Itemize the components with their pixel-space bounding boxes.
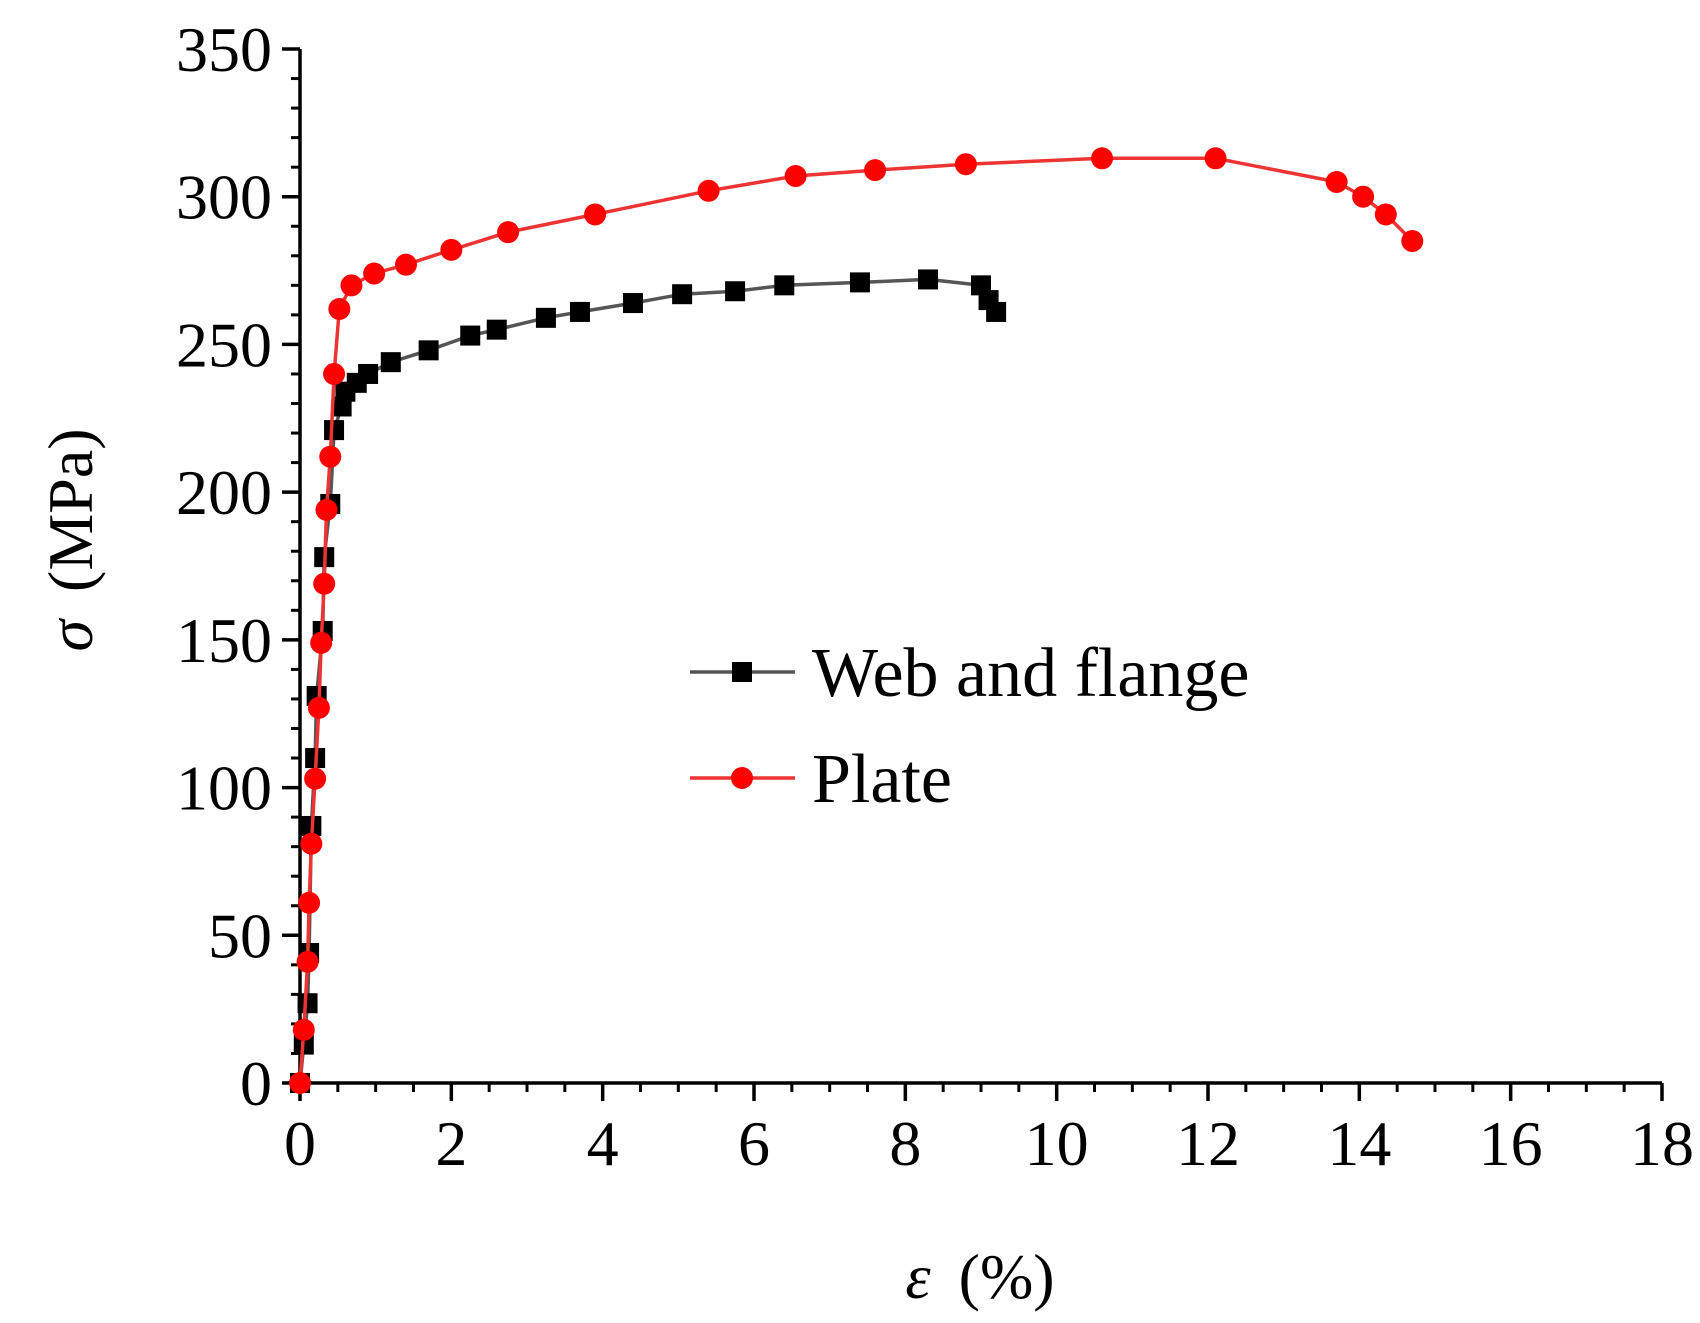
x-tick-label: 10 bbox=[1025, 1108, 1089, 1179]
y-axis-unit: (MPa) bbox=[35, 428, 106, 592]
x-axis-title: ε (%) bbox=[905, 1241, 1054, 1312]
data-point-plate bbox=[292, 1018, 315, 1041]
x-tick-label: 4 bbox=[587, 1108, 619, 1179]
y-tick-label: 0 bbox=[240, 1048, 272, 1119]
data-point-plate bbox=[363, 262, 386, 285]
data-point-web-and-flange bbox=[535, 307, 556, 328]
series-plate bbox=[289, 147, 1424, 1094]
y-tick-label: 350 bbox=[176, 14, 272, 85]
data-point-web-and-flange bbox=[358, 363, 379, 384]
x-tick-label: 12 bbox=[1176, 1108, 1240, 1179]
legend-marker-web-and-flange bbox=[732, 662, 752, 682]
legend-marker-plate bbox=[731, 767, 753, 789]
data-point-plate bbox=[584, 203, 607, 226]
data-point-plate bbox=[315, 498, 338, 521]
data-point-plate bbox=[1352, 185, 1375, 208]
data-point-web-and-flange bbox=[622, 293, 643, 314]
data-point-plate bbox=[954, 153, 977, 176]
data-point-plate bbox=[313, 572, 336, 595]
plot-area bbox=[289, 147, 1424, 1094]
data-point-web-and-flange bbox=[774, 275, 795, 296]
data-point-plate bbox=[497, 221, 520, 244]
data-point-plate bbox=[440, 238, 463, 261]
legend: Web and flange Plate bbox=[690, 635, 1250, 818]
x-tick-label: 14 bbox=[1327, 1108, 1391, 1179]
data-point-plate bbox=[784, 165, 807, 188]
x-tick-label: 0 bbox=[284, 1108, 316, 1179]
data-point-plate bbox=[310, 631, 333, 654]
data-point-plate bbox=[289, 1072, 311, 1094]
data-point-web-and-flange bbox=[486, 319, 507, 340]
data-point-plate bbox=[340, 274, 363, 297]
data-point-web-and-flange bbox=[849, 272, 870, 293]
y-tick-label: 300 bbox=[176, 162, 272, 233]
y-tick-label: 50 bbox=[208, 900, 272, 971]
y-axis-title: σ (MPa) bbox=[35, 428, 106, 651]
data-point-plate bbox=[1204, 147, 1227, 170]
y-tick-label: 150 bbox=[176, 605, 272, 676]
data-point-web-and-flange bbox=[297, 993, 318, 1014]
data-point-plate bbox=[697, 179, 720, 202]
x-tick-label: 18 bbox=[1630, 1108, 1694, 1179]
y-axis-symbol: σ bbox=[35, 618, 106, 652]
legend-item-plate: Plate bbox=[690, 741, 952, 818]
legend-label-plate: Plate bbox=[812, 741, 952, 818]
data-point-web-and-flange bbox=[918, 269, 939, 290]
data-point-web-and-flange bbox=[569, 301, 590, 322]
x-axis-unit: (%) bbox=[959, 1241, 1055, 1312]
y-tick-label: 100 bbox=[176, 753, 272, 824]
data-point-plate bbox=[300, 832, 323, 855]
data-point-plate bbox=[1374, 203, 1397, 226]
data-point-plate bbox=[1325, 170, 1348, 193]
x-tick-label: 16 bbox=[1479, 1108, 1543, 1179]
x-tick-label: 8 bbox=[889, 1108, 921, 1179]
data-point-web-and-flange bbox=[418, 340, 439, 361]
data-point-web-and-flange bbox=[986, 301, 1007, 322]
y-tick-label: 200 bbox=[176, 457, 272, 528]
legend-label-web-and-flange: Web and flange bbox=[812, 635, 1250, 712]
legend-item-web-and-flange: Web and flange bbox=[690, 635, 1250, 712]
data-point-web-and-flange bbox=[725, 281, 746, 302]
data-point-plate bbox=[394, 253, 417, 276]
data-point-plate bbox=[323, 362, 346, 385]
data-point-plate bbox=[328, 297, 351, 320]
x-axis-symbol: ε bbox=[905, 1241, 931, 1312]
data-point-plate bbox=[298, 891, 321, 914]
series-line-plate bbox=[298, 156, 1414, 1084]
data-point-web-and-flange bbox=[672, 284, 693, 305]
data-point-web-and-flange bbox=[460, 325, 481, 346]
data-point-web-and-flange bbox=[324, 420, 345, 441]
y-tick-label: 250 bbox=[176, 309, 272, 380]
data-point-plate bbox=[304, 767, 327, 790]
data-point-plate bbox=[1091, 147, 1114, 170]
data-point-plate bbox=[307, 696, 330, 719]
data-point-plate bbox=[1401, 230, 1424, 253]
data-point-plate bbox=[864, 159, 887, 182]
data-point-web-and-flange bbox=[380, 352, 401, 373]
axes: 0 50 100 150 200 250 300 350 0 2 4 6 8 10 12 14 16 18 bbox=[176, 14, 1694, 1179]
x-tick-label: 2 bbox=[435, 1108, 467, 1179]
data-point-plate bbox=[319, 445, 342, 468]
data-point-plate bbox=[296, 950, 319, 973]
x-tick-label: 6 bbox=[738, 1108, 770, 1179]
